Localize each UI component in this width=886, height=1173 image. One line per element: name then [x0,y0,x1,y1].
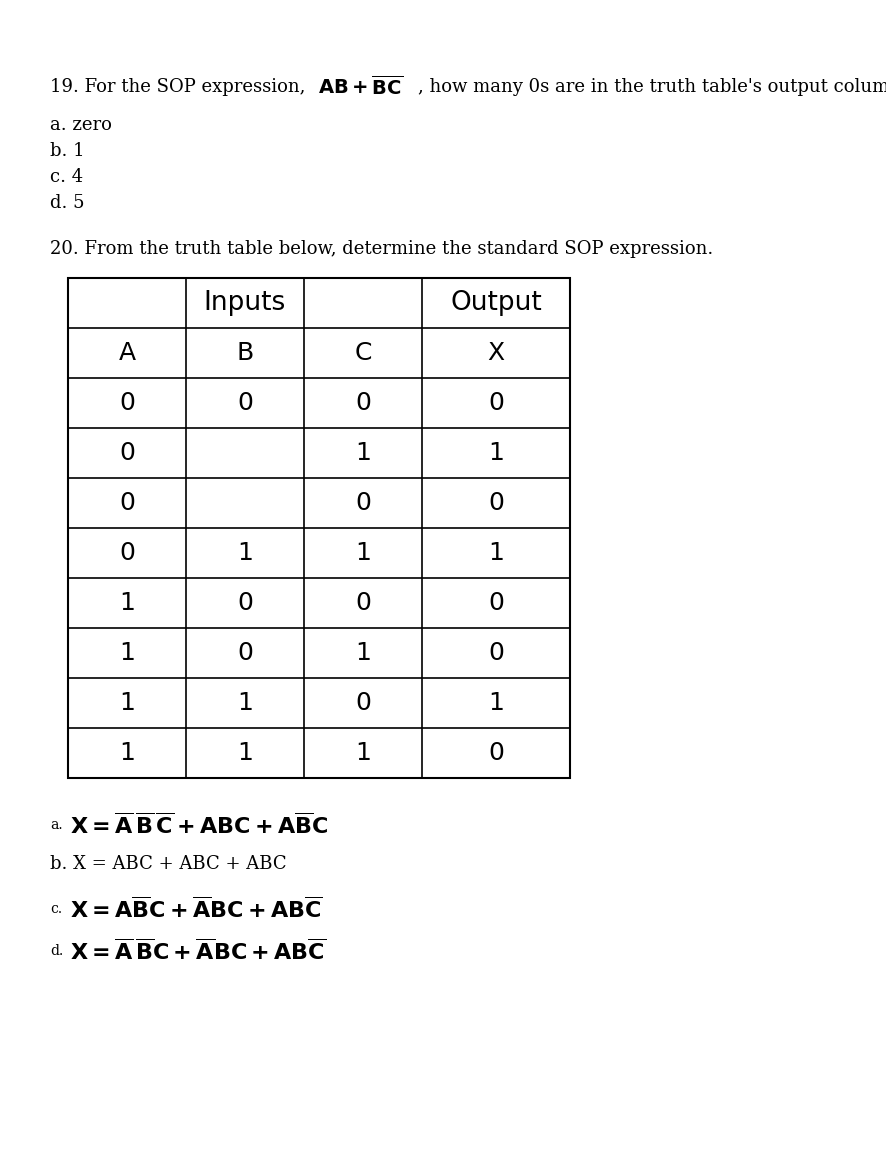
Text: 0: 0 [237,391,253,415]
Text: $\mathbf{AB + \overline{BC}}$: $\mathbf{AB + \overline{BC}}$ [318,75,403,99]
Text: 0: 0 [119,391,135,415]
Text: 0: 0 [488,491,504,515]
Text: $\mathbf{X = \overline{A}\,\overline{B}\,\overline{C} + ABC + A\overline{B}C}$: $\mathbf{X = \overline{A}\,\overline{B}\… [70,813,329,839]
Text: 0: 0 [119,541,135,565]
Text: 0: 0 [119,441,135,465]
Text: A: A [119,341,136,365]
Text: 0: 0 [237,591,253,615]
Text: 1: 1 [237,741,253,765]
Text: $\mathbf{X = A\overline{B}C + \overline{A}BC + AB\overline{C}}$: $\mathbf{X = A\overline{B}C + \overline{… [70,897,323,922]
Text: 0: 0 [355,391,371,415]
Text: b. X = ABC + ABC + ABC: b. X = ABC + ABC + ABC [50,855,287,873]
Text: 1: 1 [488,441,504,465]
Text: 1: 1 [355,541,371,565]
Text: 1: 1 [488,691,504,716]
Text: 0: 0 [355,691,371,716]
Text: 1: 1 [119,591,135,615]
Text: C: C [354,341,372,365]
Text: 1: 1 [355,741,371,765]
Text: 1: 1 [355,441,371,465]
Text: 0: 0 [355,491,371,515]
Text: 0: 0 [488,391,504,415]
Text: b. 1: b. 1 [50,142,85,160]
Text: a.: a. [50,818,63,832]
Text: $\mathbf{X = \overline{A}\,\overline{B}C + \overline{A}BC + AB\overline{C}}$: $\mathbf{X = \overline{A}\,\overline{B}C… [70,940,326,964]
Text: , how many 0s are in the truth table's output column?: , how many 0s are in the truth table's o… [418,77,886,96]
Text: c. 4: c. 4 [50,168,83,187]
Text: 1: 1 [119,640,135,665]
Text: 1: 1 [237,691,253,716]
Text: 20. From the truth table below, determine the standard SOP expression.: 20. From the truth table below, determin… [50,240,713,258]
Text: 0: 0 [488,591,504,615]
Text: d.: d. [50,944,63,958]
Text: B: B [237,341,253,365]
Text: 1: 1 [237,541,253,565]
Text: c.: c. [50,902,62,916]
Text: 1: 1 [119,691,135,716]
Text: 1: 1 [355,640,371,665]
Text: d. 5: d. 5 [50,194,84,212]
Text: Inputs: Inputs [204,290,286,316]
Text: 0: 0 [488,640,504,665]
Text: 1: 1 [488,541,504,565]
Bar [68,278,570,778]
Text: a. zero: a. zero [50,116,112,134]
Text: 19. For the SOP expression,: 19. For the SOP expression, [50,77,306,96]
Text: Output: Output [450,290,542,316]
Text: 0: 0 [488,741,504,765]
Text: 0: 0 [355,591,371,615]
Text: 0: 0 [119,491,135,515]
Text: 1: 1 [119,741,135,765]
Text: 0: 0 [237,640,253,665]
Text: X: X [487,341,504,365]
